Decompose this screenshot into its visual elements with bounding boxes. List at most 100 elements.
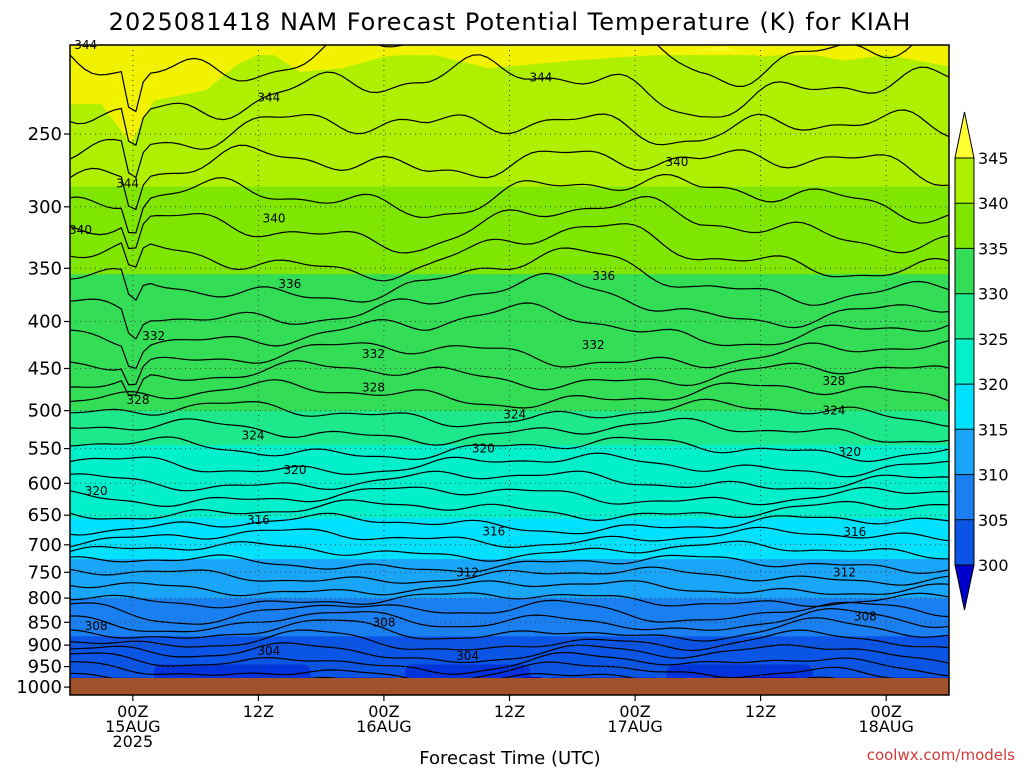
contour-label: 312 [833,565,856,579]
y-tick-label: 450 [28,359,62,380]
svg-text:316: 316 [247,513,270,527]
contour-label: 324 [822,404,845,418]
svg-text:320: 320 [284,463,307,477]
svg-text:304: 304 [456,649,479,663]
colorbar-label: 320 [978,375,1009,394]
contour-label: 344 [529,71,552,85]
isentrope-contour [70,302,949,370]
svg-text:340: 340 [69,223,92,237]
x-tick-label: 17AUG [607,717,662,736]
isentrope-contour [70,580,949,597]
colorbar-label: 325 [978,330,1009,349]
svg-text:324: 324 [242,428,265,442]
contour-label: 304 [257,644,280,658]
contour-label: 328 [362,381,385,395]
y-tick-label: 950 [28,657,62,678]
colorbar-label: 345 [978,149,1009,168]
contour-label: 340 [665,155,688,169]
contour-label: 332 [362,347,385,361]
colorbar-over-arrow [954,111,975,159]
contour-label: 336 [278,277,301,291]
svg-text:340: 340 [263,212,286,226]
svg-text:328: 328 [822,374,845,388]
isentrope-contour [70,651,949,677]
isentrope-contour [70,592,949,609]
ground-surface [70,678,949,695]
svg-text:332: 332 [582,338,605,352]
isentrope-contour [70,340,949,386]
svg-text:320: 320 [85,484,108,498]
contour-label: 304 [456,649,479,663]
x-tick-label: 16AUG [356,717,411,736]
isentrope-contour [70,526,949,549]
svg-text:308: 308 [372,616,395,630]
contour-label: 320 [284,463,307,477]
y-tick-label: 550 [28,439,62,460]
svg-text:324: 324 [503,408,526,422]
contour-label: 316 [247,513,270,527]
svg-text:344: 344 [116,177,139,191]
isentrope-contour [70,54,949,147]
contour-label: 316 [482,525,505,539]
x-tick-label: 00Z [117,702,148,721]
colorbar: 300 305 310 315 320 325 330 335 340 345 [954,111,1009,611]
contour-label: 320 [838,445,861,459]
svg-text:312: 312 [456,565,479,579]
colorbar-label: 300 [978,556,1009,575]
colorbar-segment [955,338,974,385]
warm-patch [258,45,740,72]
y-tick-label: 1000 [16,677,62,698]
isentrope-contour [70,109,949,179]
y-tick-label: 500 [28,401,62,422]
x-tick-label: 18AUG [858,717,913,736]
svg-text:336: 336 [278,277,301,291]
isentrope-contour [70,629,949,652]
contour-label: 336 [592,269,615,283]
contour-label: 332 [582,338,605,352]
isentrope-contour [70,554,949,575]
colorbar-label: 305 [978,511,1009,530]
x-tick-label: 12Z [494,702,525,721]
x-tick-label: 00Z [619,702,650,721]
x-tick-label: 2025 [112,732,153,751]
isentrope-contour [70,379,949,409]
colorbar-label: 310 [978,466,1009,485]
isentrope-contour [70,144,949,211]
isentrope-contour [70,398,949,428]
colorbar-label: 340 [978,194,1009,213]
x-tick-label: 00Z [368,702,399,721]
contour-label: 328 [127,393,150,407]
svg-text:304: 304 [257,644,280,658]
y-tick-label: 250 [28,124,62,145]
y-tick-label: 300 [28,197,62,218]
contour-label: 344 [257,90,280,104]
warm-patch [70,45,280,144]
colorbar-label: 315 [978,420,1009,439]
isentrope-contour [70,486,949,508]
contour-label: 320 [472,442,495,456]
contour-label: 308 [85,619,108,633]
svg-text:344: 344 [529,71,552,85]
colorbar-segment [955,293,974,340]
colorbar-label: 330 [978,285,1009,304]
colorbar-segment [955,203,974,249]
svg-text:332: 332 [362,347,385,361]
contour-label: 332 [142,329,165,343]
svg-text:344: 344 [257,90,280,104]
plot-area [70,45,949,695]
colorbar-segment [955,158,974,204]
svg-text:328: 328 [127,393,150,407]
isentrope-contour [70,499,949,522]
contour-label: 316 [843,525,866,539]
isentrope-contour [70,223,949,282]
colorbar-segment [955,519,974,566]
svg-text:312: 312 [833,565,856,579]
contour-label: 308 [372,616,395,630]
svg-text:320: 320 [838,445,861,459]
y-tick-label: 600 [28,473,62,494]
contour-label: 340 [263,212,286,226]
isentrope-contour [70,45,914,113]
svg-text:336: 336 [592,269,615,283]
chart-title: 2025081418 NAM Forecast Potential Temper… [109,8,912,36]
